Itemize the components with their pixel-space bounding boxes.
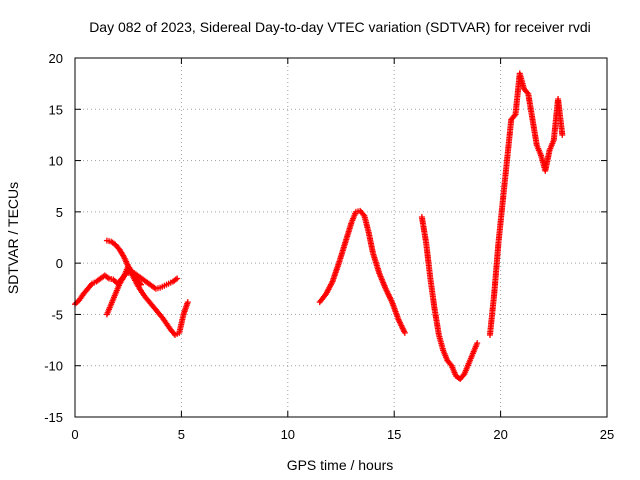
plot-frame	[74, 57, 608, 418]
data-point	[174, 275, 181, 282]
data-points	[72, 70, 566, 383]
ticks	[74, 57, 608, 418]
data-point	[184, 299, 191, 306]
data-point	[474, 340, 481, 347]
series-3	[103, 263, 144, 318]
y-axis-label: SDTVAR / TECUs	[5, 182, 21, 294]
y-tick-label: -10	[44, 359, 63, 374]
tick-labels: 0 5 10 15 20 25 -15 -10 -5 0 5 10 15 20	[44, 51, 614, 442]
data-point	[559, 131, 566, 138]
y-tick-label: 20	[49, 51, 63, 66]
y-tick-label: -5	[51, 307, 63, 322]
y-tick-label: 15	[49, 102, 63, 117]
series-6	[486, 70, 566, 338]
y-tick-label: -15	[44, 410, 63, 425]
x-tick-label: 20	[493, 427, 507, 442]
grid	[75, 58, 607, 417]
x-tick-label: 10	[281, 427, 295, 442]
data-point	[137, 281, 144, 288]
chart-title: Day 082 of 2023, Sidereal Day-to-day VTE…	[89, 19, 591, 35]
x-tick-label: 15	[387, 427, 401, 442]
y-tick-label: 0	[56, 256, 63, 271]
x-tick-label: 5	[178, 427, 185, 442]
data-point	[401, 329, 408, 336]
x-tick-label: 0	[71, 427, 78, 442]
series-4	[316, 207, 408, 336]
data-point	[524, 89, 531, 96]
x-tick-label: 25	[600, 427, 614, 442]
y-tick-label: 5	[56, 205, 63, 220]
data-point	[136, 280, 143, 287]
x-axis-label: GPS time / hours	[287, 457, 394, 473]
data-point	[511, 112, 518, 119]
series-5	[418, 213, 481, 383]
data-point	[87, 281, 94, 288]
y-tick-label: 10	[49, 154, 63, 169]
